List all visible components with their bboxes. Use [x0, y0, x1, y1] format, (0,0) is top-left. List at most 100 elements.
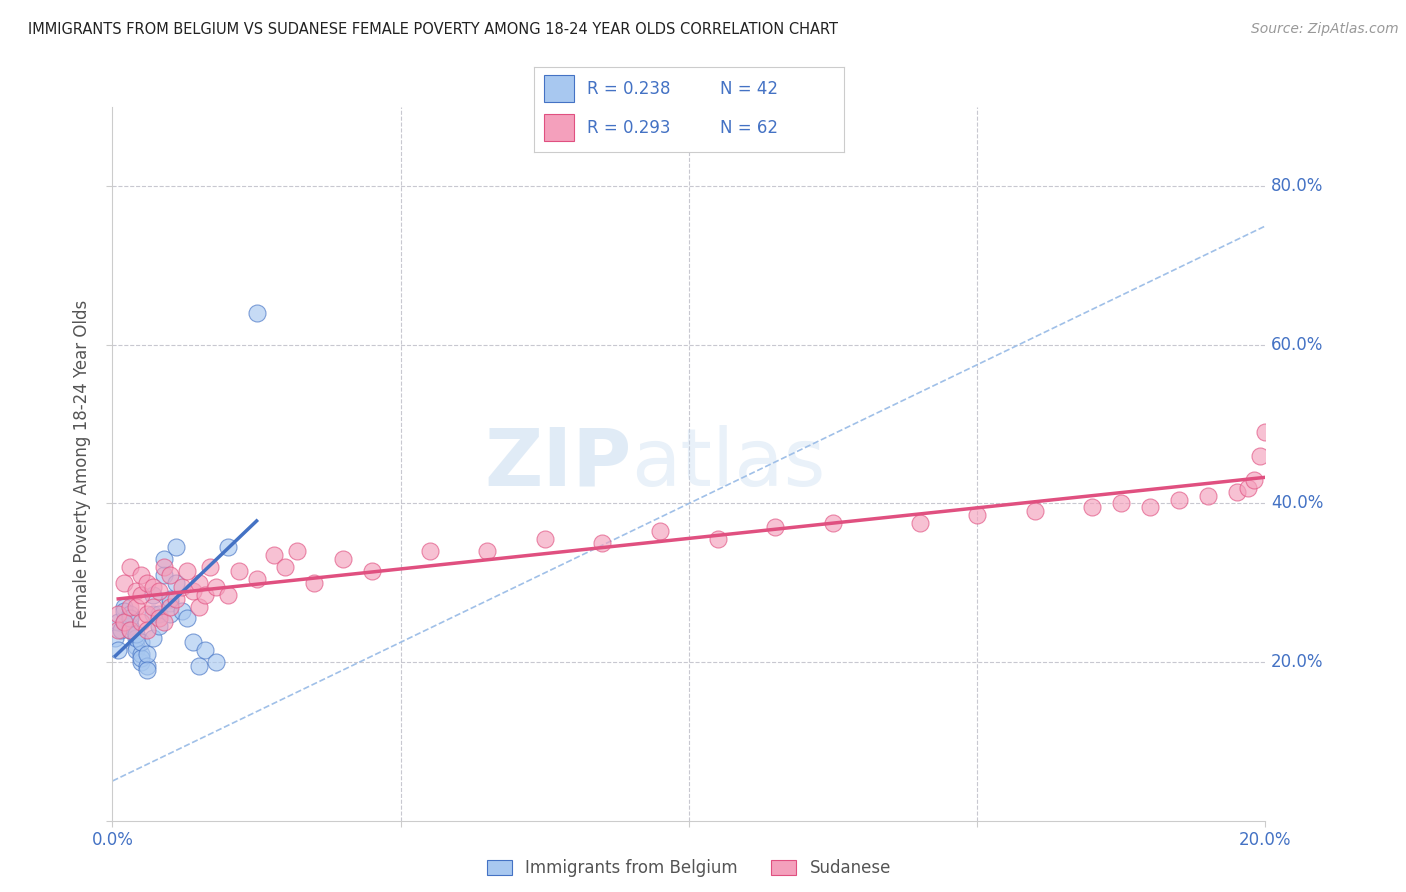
Point [112, 603, 135, 617]
Point [124, 583, 146, 598]
Point [148, 619, 170, 633]
Text: 80.0%: 80.0% [1271, 178, 1323, 195]
Point [124, 627, 146, 641]
Point [148, 611, 170, 625]
Point [1197, 489, 1219, 503]
Point [142, 607, 165, 622]
Point [188, 575, 211, 590]
Point [205, 580, 228, 594]
Point [136, 575, 159, 590]
Point [1111, 496, 1133, 510]
Point [1024, 504, 1046, 518]
Point [107, 624, 129, 638]
Point [136, 607, 159, 622]
Point [142, 599, 165, 614]
Point [142, 632, 165, 646]
Point [1167, 492, 1189, 507]
Text: 20.0%: 20.0% [1271, 653, 1323, 671]
Point [181, 635, 204, 649]
Point [263, 548, 285, 562]
FancyBboxPatch shape [544, 114, 575, 142]
Point [142, 588, 165, 602]
Point [274, 560, 297, 574]
Point [112, 615, 135, 630]
Point [1139, 500, 1161, 515]
Point [285, 544, 308, 558]
Point [176, 564, 198, 578]
Point [1249, 449, 1271, 463]
Point [205, 655, 228, 669]
Point [475, 544, 498, 558]
Point [129, 635, 153, 649]
Point [107, 643, 129, 657]
Point [706, 532, 728, 546]
Point [170, 580, 193, 594]
Point [159, 567, 181, 582]
Point [142, 580, 165, 594]
FancyBboxPatch shape [544, 76, 575, 103]
Point [124, 632, 146, 646]
Point [159, 599, 181, 614]
Text: 40.0%: 40.0% [1271, 494, 1323, 513]
Y-axis label: Female Poverty Among 18-24 Year Olds: Female Poverty Among 18-24 Year Olds [73, 300, 91, 628]
Point [304, 575, 326, 590]
Point [1226, 484, 1249, 499]
Point [1243, 473, 1265, 487]
Point [136, 659, 159, 673]
Point [245, 572, 267, 586]
Legend: Immigrants from Belgium, Sudanese: Immigrants from Belgium, Sudanese [481, 853, 897, 884]
Point [194, 643, 217, 657]
Point [136, 663, 159, 677]
Point [170, 603, 193, 617]
Point [188, 599, 211, 614]
Point [104, 632, 127, 646]
Point [821, 516, 844, 531]
Point [153, 615, 176, 630]
Point [1081, 500, 1104, 515]
Point [112, 575, 135, 590]
Text: ZIP: ZIP [484, 425, 631, 503]
Text: atlas: atlas [631, 425, 825, 503]
Point [332, 552, 354, 566]
Point [533, 532, 555, 546]
Point [159, 607, 181, 622]
Point [129, 567, 153, 582]
Point [419, 544, 441, 558]
Text: R = 0.293: R = 0.293 [586, 119, 671, 136]
Text: N = 62: N = 62 [720, 119, 778, 136]
Point [136, 647, 159, 661]
Point [181, 583, 204, 598]
Point [124, 639, 146, 653]
Point [165, 540, 187, 554]
Point [124, 643, 146, 657]
Point [165, 575, 187, 590]
Point [217, 540, 239, 554]
Point [217, 588, 239, 602]
Text: 60.0%: 60.0% [1271, 336, 1323, 354]
Point [118, 619, 141, 633]
Point [136, 624, 159, 638]
Point [129, 651, 153, 665]
Point [1237, 481, 1260, 495]
Point [188, 659, 211, 673]
Point [194, 588, 217, 602]
Point [129, 588, 153, 602]
Point [110, 624, 132, 638]
Point [648, 524, 672, 539]
Point [176, 611, 198, 625]
Point [966, 508, 988, 523]
Point [592, 536, 614, 550]
Point [118, 624, 141, 638]
Point [124, 599, 146, 614]
Point [153, 567, 176, 582]
Point [148, 583, 170, 598]
Point [118, 607, 141, 622]
Point [360, 564, 382, 578]
Point [153, 560, 176, 574]
Point [107, 615, 129, 630]
Point [159, 591, 181, 606]
Point [245, 306, 267, 320]
Text: N = 42: N = 42 [720, 80, 778, 98]
Point [908, 516, 931, 531]
Point [112, 599, 135, 614]
